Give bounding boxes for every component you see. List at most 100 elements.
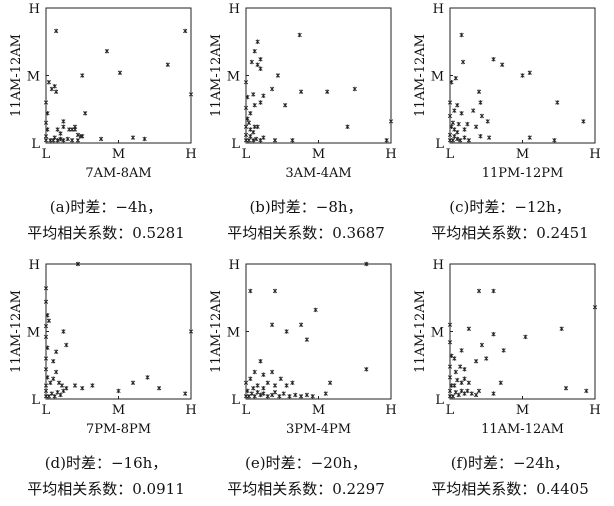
data-point-b-7 (246, 138, 252, 143)
data-point-a-37 (188, 92, 194, 97)
data-point-c-15 (456, 121, 461, 127)
data-point-e-42 (258, 359, 263, 364)
x-tick-label-a-0: L (42, 147, 51, 162)
y-tick-label-e-0: L (231, 393, 240, 408)
data-point-b-14 (251, 130, 256, 135)
data-point-c-10 (462, 135, 467, 140)
data-point-a-4 (45, 111, 50, 116)
data-point-b-17 (255, 124, 260, 129)
data-point-d-10 (43, 299, 49, 304)
data-point-d-8 (43, 323, 49, 329)
data-point-b-34 (345, 124, 350, 129)
data-point-a-19 (55, 127, 60, 132)
data-point-f-1 (447, 388, 453, 394)
data-point-c-27 (485, 119, 490, 124)
data-point-b-25 (258, 66, 263, 71)
data-point-c-14 (450, 120, 456, 125)
data-point-e-39 (364, 367, 369, 372)
data-point-a-30 (80, 134, 85, 139)
data-point-b-20 (258, 100, 263, 105)
data-point-c-24 (487, 135, 492, 140)
data-point-c-23 (478, 134, 483, 139)
data-point-c-19 (462, 127, 467, 132)
caption-a-correlation: 平均相关系数：0.5281 (27, 224, 185, 242)
data-point-a-5 (43, 100, 49, 105)
data-point-e-38 (327, 380, 333, 385)
data-point-b-30 (275, 73, 281, 78)
y-tick-label-d-1: M (27, 326, 40, 341)
x-tick-label-e-0: L (242, 403, 251, 418)
data-point-a-1 (43, 134, 49, 139)
data-point-b-10 (254, 136, 259, 142)
data-point-f-16 (476, 388, 482, 394)
data-point-a-11 (58, 136, 63, 142)
data-point-d-36 (75, 261, 81, 267)
data-point-d-1 (43, 388, 49, 394)
x-tick-label-c-2: H (589, 147, 600, 162)
y-tick-label-b-2: H (229, 2, 240, 17)
data-point-b-23 (249, 59, 254, 65)
data-point-f-13 (465, 388, 470, 394)
y-tick-label-f-0: L (435, 393, 444, 408)
data-point-b-18 (248, 111, 253, 116)
data-point-f-21 (466, 380, 471, 385)
data-point-c-11 (466, 138, 471, 143)
data-point-e-30 (269, 369, 275, 375)
data-point-e-31 (248, 288, 253, 294)
x-tick-label-d-2: H (185, 403, 196, 418)
data-point-a-32 (80, 73, 85, 78)
data-point-e-27 (248, 376, 253, 381)
data-point-e-29 (261, 372, 266, 377)
data-point-c-13 (455, 130, 460, 135)
data-point-c-30 (460, 59, 466, 65)
data-point-e-24 (278, 376, 283, 381)
data-point-d-31 (116, 388, 121, 394)
data-point-a-35 (165, 62, 170, 67)
data-point-b-38 (388, 119, 394, 124)
data-point-f-15 (473, 392, 479, 398)
data-point-f-30 (476, 288, 482, 294)
y-tick-label-e-2: H (229, 258, 240, 273)
scatter-panel-f: L L M M H H 11AM-12AM 11AM-12AM (f)时差：−24h， 平均相… (410, 256, 610, 506)
y-tick-label-e-1: M (227, 326, 240, 341)
data-point-d-19 (48, 380, 53, 385)
y-axis-label-b: 11AM-12AM (209, 34, 224, 117)
data-point-d-37 (188, 329, 194, 334)
data-point-e-33 (269, 322, 275, 327)
data-point-f-31 (491, 288, 496, 294)
data-point-c-32 (491, 57, 496, 62)
data-point-c-36 (555, 100, 560, 105)
data-point-a-6 (46, 80, 52, 85)
data-point-f-25 (452, 356, 457, 361)
data-point-f-7 (447, 322, 453, 327)
data-point-f-8 (450, 394, 456, 399)
y-tick-label-d-2: H (29, 258, 40, 273)
data-point-f-20 (462, 376, 467, 381)
data-point-e-34 (284, 329, 289, 334)
data-point-d-26 (61, 329, 66, 334)
y-tick-label-b-1: M (227, 70, 240, 85)
data-point-c-9 (458, 138, 463, 143)
data-point-c-22 (473, 124, 479, 129)
data-point-c-34 (520, 73, 525, 78)
data-point-b-29 (269, 86, 275, 92)
y-tick-label-f-2: H (433, 258, 444, 273)
y-tick-label-c-0: L (435, 137, 444, 152)
y-tick-label-d-0: L (31, 393, 40, 408)
data-point-f-38 (584, 388, 589, 394)
data-point-c-38 (552, 138, 557, 143)
data-point-b-37 (384, 138, 389, 143)
data-point-f-4 (447, 364, 453, 369)
data-point-b-1 (243, 132, 249, 138)
data-point-b-36 (352, 86, 357, 92)
data-point-f-22 (453, 369, 458, 375)
data-point-a-15 (75, 138, 81, 143)
data-point-a-38 (98, 136, 104, 142)
data-point-a-27 (61, 119, 66, 124)
y-tick-label-a-1: M (27, 70, 40, 85)
caption-d-correlation: 平均相关系数：0.0911 (27, 480, 185, 498)
data-point-d-9 (45, 313, 50, 318)
data-point-b-33 (325, 89, 330, 94)
data-point-d-34 (156, 386, 162, 391)
data-point-b-39 (272, 138, 278, 143)
